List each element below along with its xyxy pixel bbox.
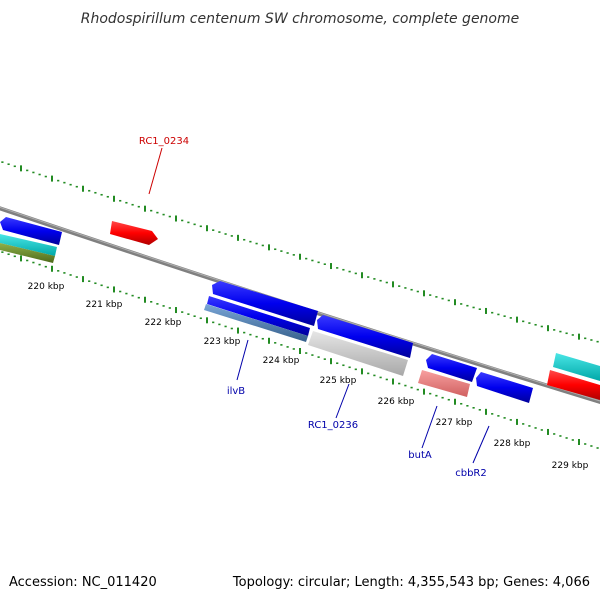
accession-text: Accession: NC_011420 (9, 575, 157, 590)
leader-buta (421, 405, 438, 449)
tick-label: 221 kbp (86, 300, 123, 310)
tick-label: 229 kbp (552, 461, 589, 471)
gene-rc1-0236-track2[interactable] (308, 331, 408, 376)
gene-blue-left[interactable] (0, 217, 62, 245)
gene-cyan-left[interactable] (0, 234, 57, 256)
gene-label-rc1-0234[interactable]: RC1_0234 (139, 136, 189, 147)
leader-rc1-0236 (335, 383, 350, 419)
gene-buta-track2[interactable] (418, 370, 470, 397)
gene-label-ilvb[interactable]: ilvB (227, 386, 245, 397)
leader-rc1-0234 (148, 147, 163, 195)
gene-cbbr2[interactable] (476, 372, 533, 403)
gene-rc1-0236[interactable] (317, 315, 413, 358)
tick-label: 228 kbp (494, 439, 531, 449)
inner-tick-ring (1, 251, 599, 449)
tick-label: 220 kbp (28, 282, 65, 292)
gene-label-rc1-0236[interactable]: RC1_0236 (308, 420, 358, 431)
gene-ilvb-track3[interactable] (204, 304, 308, 342)
tick-label: 222 kbp (145, 318, 182, 328)
leader-ilvb (236, 339, 249, 381)
gene-ilvb[interactable] (212, 281, 318, 326)
tick-label: 223 kbp (204, 337, 241, 347)
gene-cyan-right[interactable] (553, 353, 600, 381)
tick-label: 225 kbp (320, 376, 357, 386)
gene-rc1-0234[interactable] (110, 221, 158, 245)
outer-tick-ring (1, 161, 599, 343)
gene-label-cbbr2[interactable]: cbbR2 (455, 468, 487, 479)
tick-label: 226 kbp (378, 397, 415, 407)
map-title: Rhodospirillum centenum SW chromosome, c… (81, 11, 520, 27)
gene-ilvb-track2[interactable] (207, 296, 310, 336)
gene-label-buta[interactable]: butA (408, 450, 432, 461)
gene-red-right[interactable] (547, 370, 600, 400)
gene-olive-left[interactable] (0, 243, 55, 263)
genome-summary-text: Topology: circular; Length: 4,355,543 bp… (232, 575, 590, 590)
leader-cbbr2 (472, 425, 490, 464)
gene-buta[interactable] (426, 354, 477, 382)
tick-label: 227 kbp (436, 418, 473, 428)
tick-labels: 220 kbp 221 kbp 222 kbp 223 kbp 224 kbp … (28, 282, 589, 471)
tick-label: 224 kbp (263, 356, 300, 366)
